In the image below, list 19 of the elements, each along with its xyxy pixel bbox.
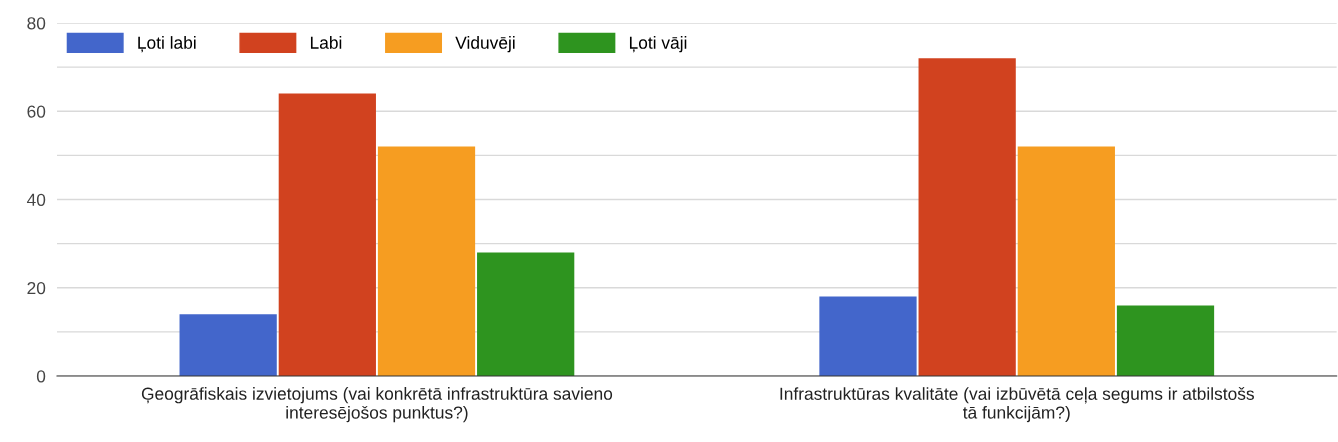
bar: [278, 93, 376, 376]
bar: [819, 296, 917, 376]
x-tick-label: Ģeogrāfiskais izvietojums (vai konkrētā infrastruktūra savieno interesējošos punktus?): [141, 387, 613, 423]
legend-label: Viduvēji: [455, 36, 515, 53]
y-tick-label: 80: [27, 17, 46, 30]
bar: [377, 146, 476, 376]
y-tick-label: 20: [27, 281, 46, 295]
bar: [179, 314, 277, 376]
x-tick-label: Infrastruktūras kvalitāte (vai izbūvētā ceļa segums ir atbilstošs tā funkcijām?): [780, 387, 1254, 423]
bar: [918, 58, 1016, 376]
y-tick-label: 0: [36, 370, 46, 383]
bar: [1116, 305, 1215, 376]
bar: [477, 252, 575, 376]
y-tick-label: 40: [26, 193, 46, 206]
legend-label: Ļoti labi: [138, 36, 196, 53]
legend-label: Labi: [310, 36, 342, 49]
legend-label: Ļoti vāji: [629, 36, 687, 53]
y-tick-label: 60: [27, 105, 46, 118]
bar: [1017, 146, 1115, 376]
